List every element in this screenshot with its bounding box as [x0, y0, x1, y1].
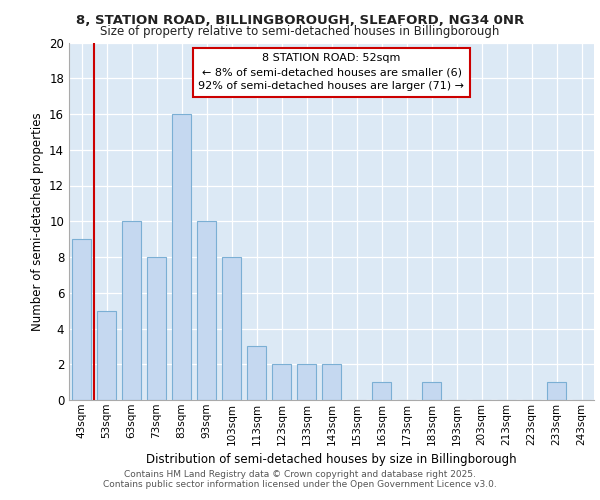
Text: 8, STATION ROAD, BILLINGBOROUGH, SLEAFORD, NG34 0NR: 8, STATION ROAD, BILLINGBOROUGH, SLEAFOR…: [76, 14, 524, 27]
Bar: [147, 257, 166, 400]
Y-axis label: Number of semi-detached properties: Number of semi-detached properties: [31, 112, 44, 330]
Bar: [297, 364, 316, 400]
Bar: [197, 221, 216, 400]
Text: 8 STATION ROAD: 52sqm
← 8% of semi-detached houses are smaller (6)
92% of semi-d: 8 STATION ROAD: 52sqm ← 8% of semi-detac…: [199, 53, 464, 91]
Bar: [547, 382, 566, 400]
Bar: [247, 346, 266, 400]
Bar: [422, 382, 441, 400]
Bar: [172, 114, 191, 400]
Bar: [222, 257, 241, 400]
Text: Contains HM Land Registry data © Crown copyright and database right 2025.
Contai: Contains HM Land Registry data © Crown c…: [103, 470, 497, 489]
Bar: [272, 364, 291, 400]
Bar: [372, 382, 391, 400]
X-axis label: Distribution of semi-detached houses by size in Billingborough: Distribution of semi-detached houses by …: [146, 453, 517, 466]
Text: Size of property relative to semi-detached houses in Billingborough: Size of property relative to semi-detach…: [100, 25, 500, 38]
Bar: [322, 364, 341, 400]
Bar: [97, 310, 116, 400]
Bar: [122, 221, 141, 400]
Bar: [72, 239, 91, 400]
